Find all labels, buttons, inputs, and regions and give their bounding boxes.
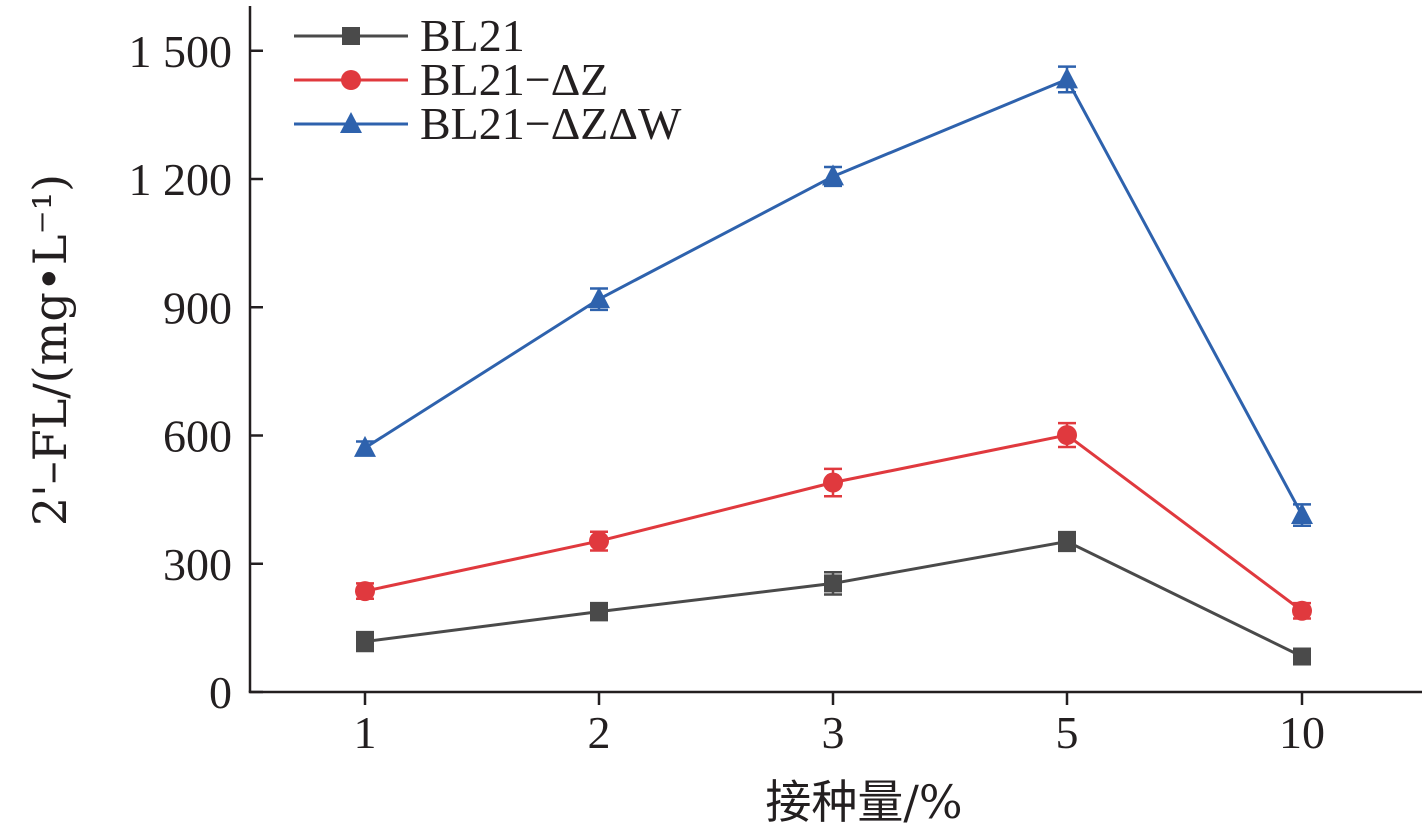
data-point-circle: [1057, 425, 1077, 446]
y-tick-label: 1 200: [129, 154, 233, 205]
data-point-square: [356, 632, 374, 651]
x-axis-title: 接种量/%: [765, 775, 962, 829]
x-tick-label: 5: [1056, 707, 1079, 758]
series-3: [354, 65, 1313, 527]
y-tick-label: 300: [163, 539, 232, 590]
x-tick-label: 1: [354, 707, 377, 758]
series-1: [356, 530, 1311, 666]
series-layer: [354, 65, 1313, 666]
data-point-circle: [823, 472, 843, 493]
data-point-triangle: [1291, 503, 1313, 525]
data-point-square: [824, 574, 842, 593]
data-point-triangle: [354, 435, 376, 457]
x-tick-label: 10: [1279, 707, 1325, 758]
data-point-circle: [341, 70, 361, 90]
data-point-square: [1293, 647, 1311, 666]
data-point-triangle: [340, 112, 362, 133]
data-point-triangle: [588, 287, 610, 309]
legend-label: BL21: [420, 10, 525, 61]
y-tick-label: 900: [163, 282, 232, 333]
data-point-circle: [1292, 600, 1312, 621]
legend-item: BL21−ΔZΔW: [294, 98, 682, 149]
data-point-triangle: [822, 164, 844, 186]
series-2: [355, 421, 1312, 621]
data-point-circle: [589, 531, 609, 552]
x-tick-label: 2: [588, 707, 611, 758]
tick-labels: 0 300 600 900 1 200 1 500 1 2 3 5 10: [129, 26, 1326, 758]
axes: [248, 6, 1422, 705]
data-point-triangle: [1056, 67, 1078, 89]
legend-item: BL21: [294, 10, 525, 61]
series-line: [364, 539, 1303, 658]
legend-label: BL21−ΔZΔW: [420, 98, 682, 149]
y-tick-label: 1 500: [129, 26, 233, 77]
data-point-circle: [355, 581, 375, 602]
y-axis-title: 2'–FL/(mg•L⁻¹): [23, 174, 77, 526]
data-point-square: [1058, 532, 1076, 551]
x-tick-label: 3: [822, 707, 845, 758]
data-point-square: [590, 602, 608, 621]
data-point-square: [342, 27, 360, 45]
legend-label: BL21−ΔZ: [420, 54, 608, 105]
y-tick-label: 0: [209, 667, 232, 718]
legend-item: BL21−ΔZ: [294, 54, 608, 105]
y-tick-label: 600: [163, 411, 232, 462]
